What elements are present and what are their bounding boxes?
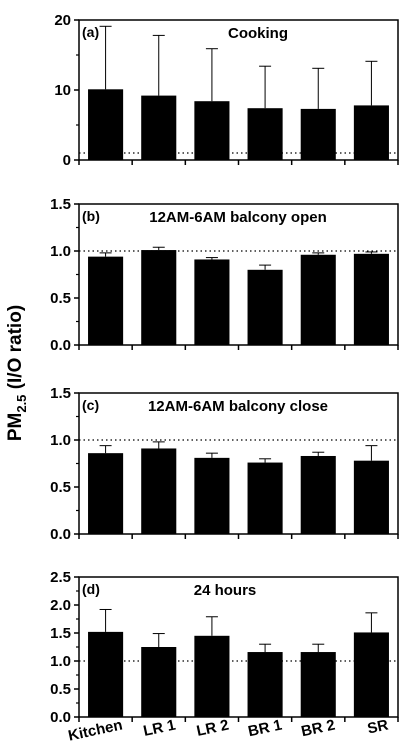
y-tick-label: 0: [63, 152, 71, 169]
y-tick-label: 1.5: [50, 196, 71, 213]
bar-br-2: [300, 254, 336, 345]
bar-kitchen: [88, 453, 124, 534]
y-tick-label: 0.5: [50, 479, 71, 496]
bar-lr-2: [194, 457, 230, 534]
y-tick-label: 0.0: [50, 337, 71, 354]
panel-label: (b): [82, 208, 100, 224]
y-tick-label: 1.0: [50, 432, 71, 449]
y-axis-label: PM2.5 (I/O ratio): [5, 305, 29, 441]
bar-br-2: [300, 652, 336, 717]
bar-lr-2: [194, 259, 230, 345]
bar-sr: [353, 460, 389, 534]
y-axis-label-prefix: PM: [5, 413, 26, 442]
x-category-label: SR: [366, 717, 390, 738]
y-tick-label: 2.0: [50, 597, 71, 614]
bar-sr: [353, 253, 389, 345]
bar-br-2: [300, 455, 336, 534]
bar-br-2: [300, 108, 336, 160]
bar-kitchen: [88, 631, 124, 717]
y-axis-label-subscript: 2.5: [14, 395, 29, 413]
panels: 0 10 20 (a) Cooking 0.0 0.5 1.0 1.5 (b) 12AM-6AM b…: [50, 12, 399, 745]
bar-lr-2: [194, 101, 230, 160]
panel-title: 12AM-6AM balcony open: [149, 209, 327, 226]
x-category-label: Kitchen: [67, 717, 124, 745]
y-tick-label: 0.0: [50, 526, 71, 543]
y-tick-label: 1.0: [50, 653, 71, 670]
panel-c: 0.0 0.5 1.0 1.5 (c) 12AM-6AM balcony close: [50, 385, 399, 543]
bar-lr-1: [141, 95, 177, 160]
bar-lr-2: [194, 635, 230, 717]
x-category-label: BR 2: [300, 717, 337, 741]
y-tick-label: 1.5: [50, 385, 71, 402]
bar-br-1: [247, 462, 283, 534]
y-tick-label: 2.5: [50, 569, 71, 586]
panel-label: (a): [82, 24, 99, 40]
panel-title: 12AM-6AM balcony close: [148, 398, 328, 415]
y-tick-label: 20: [54, 12, 71, 29]
bar-sr: [353, 632, 389, 717]
y-tick-label: 0.5: [50, 681, 71, 698]
y-tick-label: 1.0: [50, 243, 71, 260]
panel-b: 0.0 0.5 1.0 1.5 (b) 12AM-6AM balcony open: [50, 196, 399, 354]
panel-title: 24 hours: [194, 582, 257, 599]
x-category-label: LR 2: [195, 717, 230, 740]
panel-label: (d): [82, 581, 100, 597]
bar-kitchen: [88, 89, 124, 160]
panel-label: (c): [82, 397, 99, 413]
x-category-label: LR 1: [142, 717, 177, 740]
bar-sr: [353, 105, 389, 160]
bar-br-1: [247, 108, 283, 160]
x-category-label: BR 1: [247, 717, 284, 741]
y-tick-label: 0.0: [50, 709, 71, 726]
y-tick-label: 1.5: [50, 625, 71, 642]
bar-br-1: [247, 652, 283, 717]
panel-title: Cooking: [228, 25, 288, 42]
bar-lr-1: [141, 448, 177, 534]
panel-a: 0 10 20 (a) Cooking: [54, 12, 399, 169]
y-tick-label: 0.5: [50, 290, 71, 307]
bar-br-1: [247, 269, 283, 345]
panel-d: 0.0 0.5 1.0 1.5 2.0 2.5 (d) 24 hours Kitchen LR 1…: [50, 569, 399, 745]
y-axis-label-suffix: (I/O ratio): [5, 305, 26, 395]
bar-lr-1: [141, 250, 177, 345]
bar-lr-1: [141, 647, 177, 717]
bar-kitchen: [88, 256, 124, 345]
y-tick-label: 10: [54, 82, 71, 99]
